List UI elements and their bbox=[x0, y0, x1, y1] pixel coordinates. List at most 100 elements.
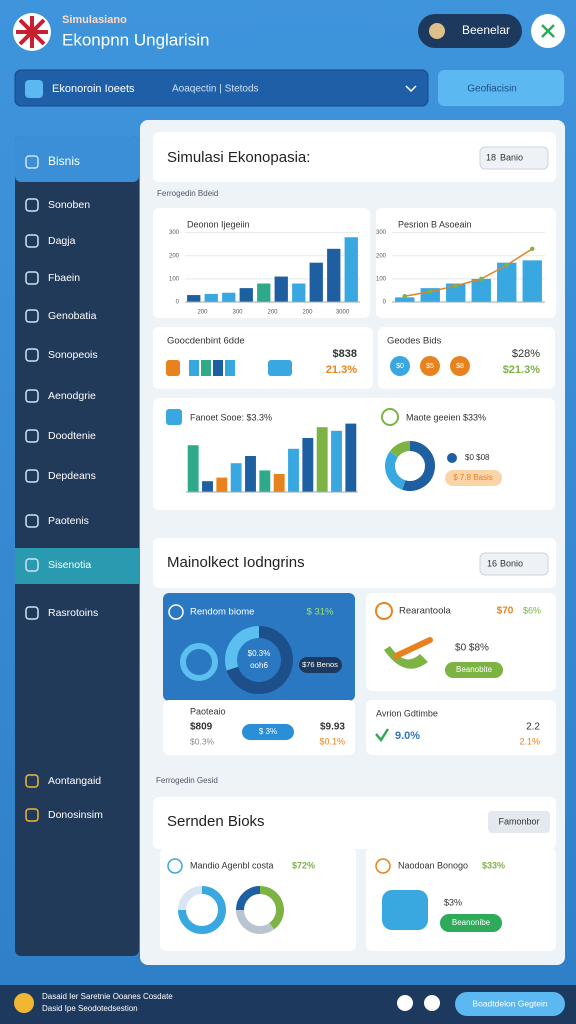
sidebar-active[interactable] bbox=[15, 548, 139, 584]
sidebar-item: Bisnis bbox=[48, 154, 80, 168]
sidebar-icon bbox=[25, 429, 39, 443]
button-label: Beanonibe bbox=[452, 918, 491, 927]
y-tick-label: 100 bbox=[376, 276, 387, 282]
line-point bbox=[504, 262, 509, 268]
sidebar-icon bbox=[25, 234, 39, 248]
sidebar-item: Dagja bbox=[48, 235, 76, 247]
card-title: Paoteaio bbox=[190, 706, 226, 716]
bar bbox=[187, 445, 199, 492]
section-header bbox=[153, 538, 556, 588]
bar bbox=[257, 283, 271, 302]
sidebar-icon bbox=[25, 808, 39, 822]
chart-title: Deonon Ijegeiin bbox=[187, 219, 250, 229]
button[interactable] bbox=[440, 914, 502, 932]
sidebar-item: Depdeans bbox=[48, 470, 96, 482]
card-title: Avrion Gdtimbe bbox=[376, 708, 438, 718]
sidebar-icon bbox=[25, 558, 39, 572]
button-label: Boadtdelon Gegtein bbox=[472, 998, 547, 1008]
x-tick-label: 300 bbox=[232, 310, 243, 316]
section-header bbox=[153, 797, 556, 849]
bar bbox=[471, 278, 491, 302]
sidebar-item: Sonopeois bbox=[48, 349, 98, 361]
button[interactable] bbox=[445, 662, 503, 678]
section-label: Ferrogedin Gesid bbox=[156, 776, 218, 785]
sidebar-item: Sonoben bbox=[48, 199, 90, 211]
sidebar-item: Donosinsim bbox=[48, 809, 103, 821]
decor-ring bbox=[180, 643, 218, 681]
footer-text: Dasaid Ier Saretnie Ooanes Cosdate bbox=[42, 992, 173, 1001]
legend-label: $0 $08 bbox=[465, 453, 490, 462]
bar bbox=[327, 248, 341, 302]
y-tick-label: 300 bbox=[169, 230, 180, 236]
dropdown[interactable] bbox=[479, 552, 549, 576]
line-point bbox=[428, 289, 433, 294]
line-point bbox=[530, 246, 535, 252]
card-title: Goocdenbint 6dde bbox=[167, 336, 245, 347]
section-title: Mainolkect Iodngrins bbox=[167, 554, 305, 571]
account-button[interactable] bbox=[418, 14, 522, 48]
y-tick-label: 200 bbox=[376, 253, 387, 259]
filter-button[interactable] bbox=[438, 70, 564, 106]
card-change: $72% bbox=[292, 860, 315, 870]
card-change: 21.3% bbox=[326, 364, 357, 376]
card-value: $809 bbox=[190, 722, 213, 733]
sidebar-icon bbox=[25, 348, 39, 362]
sidebar-icon bbox=[25, 514, 39, 528]
donut-segment bbox=[225, 626, 260, 671]
card-sub: $0.3% bbox=[190, 736, 215, 746]
card-value: $3% bbox=[444, 897, 462, 907]
card bbox=[366, 700, 556, 755]
illustration bbox=[384, 646, 428, 669]
x-tick-label: 3000 bbox=[336, 310, 350, 316]
dropdown[interactable] bbox=[479, 146, 549, 170]
search-filter: Aoaqectin | Stetods bbox=[172, 84, 259, 95]
donut-center: $0.3% bbox=[248, 649, 271, 658]
sidebar-item: Aenodgrie bbox=[48, 390, 96, 402]
donut-segment bbox=[226, 626, 293, 694]
pill-label: $ 7.8 Basis bbox=[453, 473, 493, 482]
y-tick-label: 0 bbox=[383, 300, 387, 306]
sidebar-item: Genobatia bbox=[48, 310, 97, 322]
button[interactable] bbox=[488, 811, 550, 833]
card-sub: $0 $8% bbox=[455, 643, 489, 654]
bar bbox=[331, 430, 342, 492]
line-point bbox=[453, 283, 458, 289]
line-point bbox=[402, 294, 407, 299]
bar bbox=[230, 463, 242, 492]
sidebar-item: Rasrotoins bbox=[48, 607, 98, 619]
section-header bbox=[153, 132, 556, 182]
icon-button[interactable] bbox=[424, 995, 440, 1011]
brand-small: Simulasiano bbox=[62, 14, 127, 26]
section-title: Simulasi Ekonopasia: bbox=[167, 149, 310, 166]
donut-segment bbox=[236, 909, 275, 934]
bar bbox=[204, 293, 218, 302]
line-point bbox=[479, 276, 484, 282]
bar bbox=[239, 288, 253, 302]
chip-label: $8 bbox=[456, 363, 464, 370]
chip bbox=[450, 356, 470, 376]
sidebar-item: Aontangaid bbox=[48, 775, 101, 787]
x-tick-label: 200 bbox=[197, 310, 208, 316]
bar bbox=[202, 481, 213, 492]
sidebar-active-top[interactable] bbox=[15, 136, 139, 182]
footer-icon bbox=[14, 993, 34, 1013]
button-label: Geofiacisin bbox=[467, 84, 516, 95]
pill bbox=[445, 470, 502, 486]
bar bbox=[395, 297, 415, 302]
card-title: Geodes Bids bbox=[387, 336, 442, 347]
footer-button[interactable] bbox=[455, 992, 565, 1016]
check-icon bbox=[375, 728, 390, 743]
sidebar-item: Doodtenie bbox=[48, 430, 96, 442]
search-bar[interactable] bbox=[14, 69, 429, 107]
sidebar bbox=[15, 136, 139, 956]
sidebar-icon bbox=[25, 774, 39, 788]
legend-dot bbox=[447, 453, 457, 463]
bar bbox=[187, 295, 201, 302]
card-change: $21.3% bbox=[503, 364, 541, 376]
footer-text: Dasid Ipe Seodotedsestion bbox=[42, 1004, 138, 1013]
card-value: $28% bbox=[512, 348, 540, 360]
chips bbox=[166, 360, 292, 376]
icon-button[interactable] bbox=[397, 995, 413, 1011]
y-tick-label: 200 bbox=[169, 253, 180, 259]
icon bbox=[168, 604, 184, 620]
